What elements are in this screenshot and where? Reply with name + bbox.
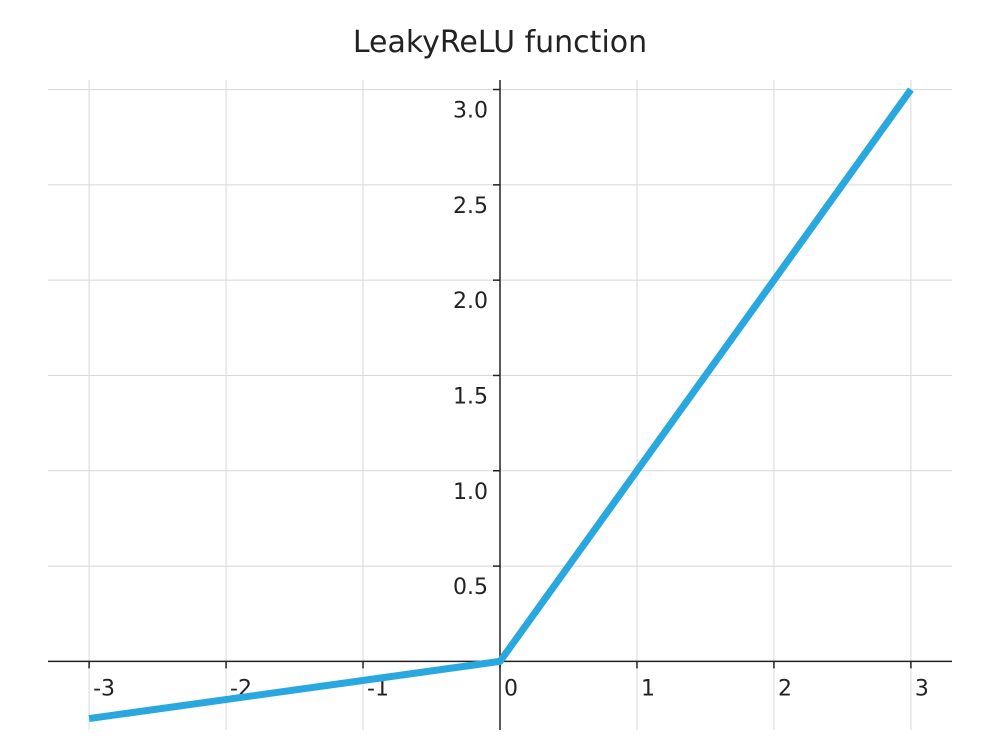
x-tick-label: 3 (915, 676, 929, 701)
x-tick-label: 0 (504, 676, 518, 701)
y-tick-label: 2.5 (453, 194, 488, 219)
y-tick-label: 3.0 (453, 99, 488, 124)
y-tick-label: 1.0 (453, 480, 488, 505)
y-tick-label: 0.5 (453, 575, 488, 600)
x-tick-label: -3 (93, 676, 115, 701)
chart-title: LeakyReLU function (353, 25, 647, 60)
y-tick-label: 2.0 (453, 289, 488, 314)
y-tick-label: 1.5 (453, 384, 488, 409)
x-tick-label: 1 (641, 676, 655, 701)
x-tick-label: 2 (778, 676, 792, 701)
line-series (88, 87, 914, 723)
